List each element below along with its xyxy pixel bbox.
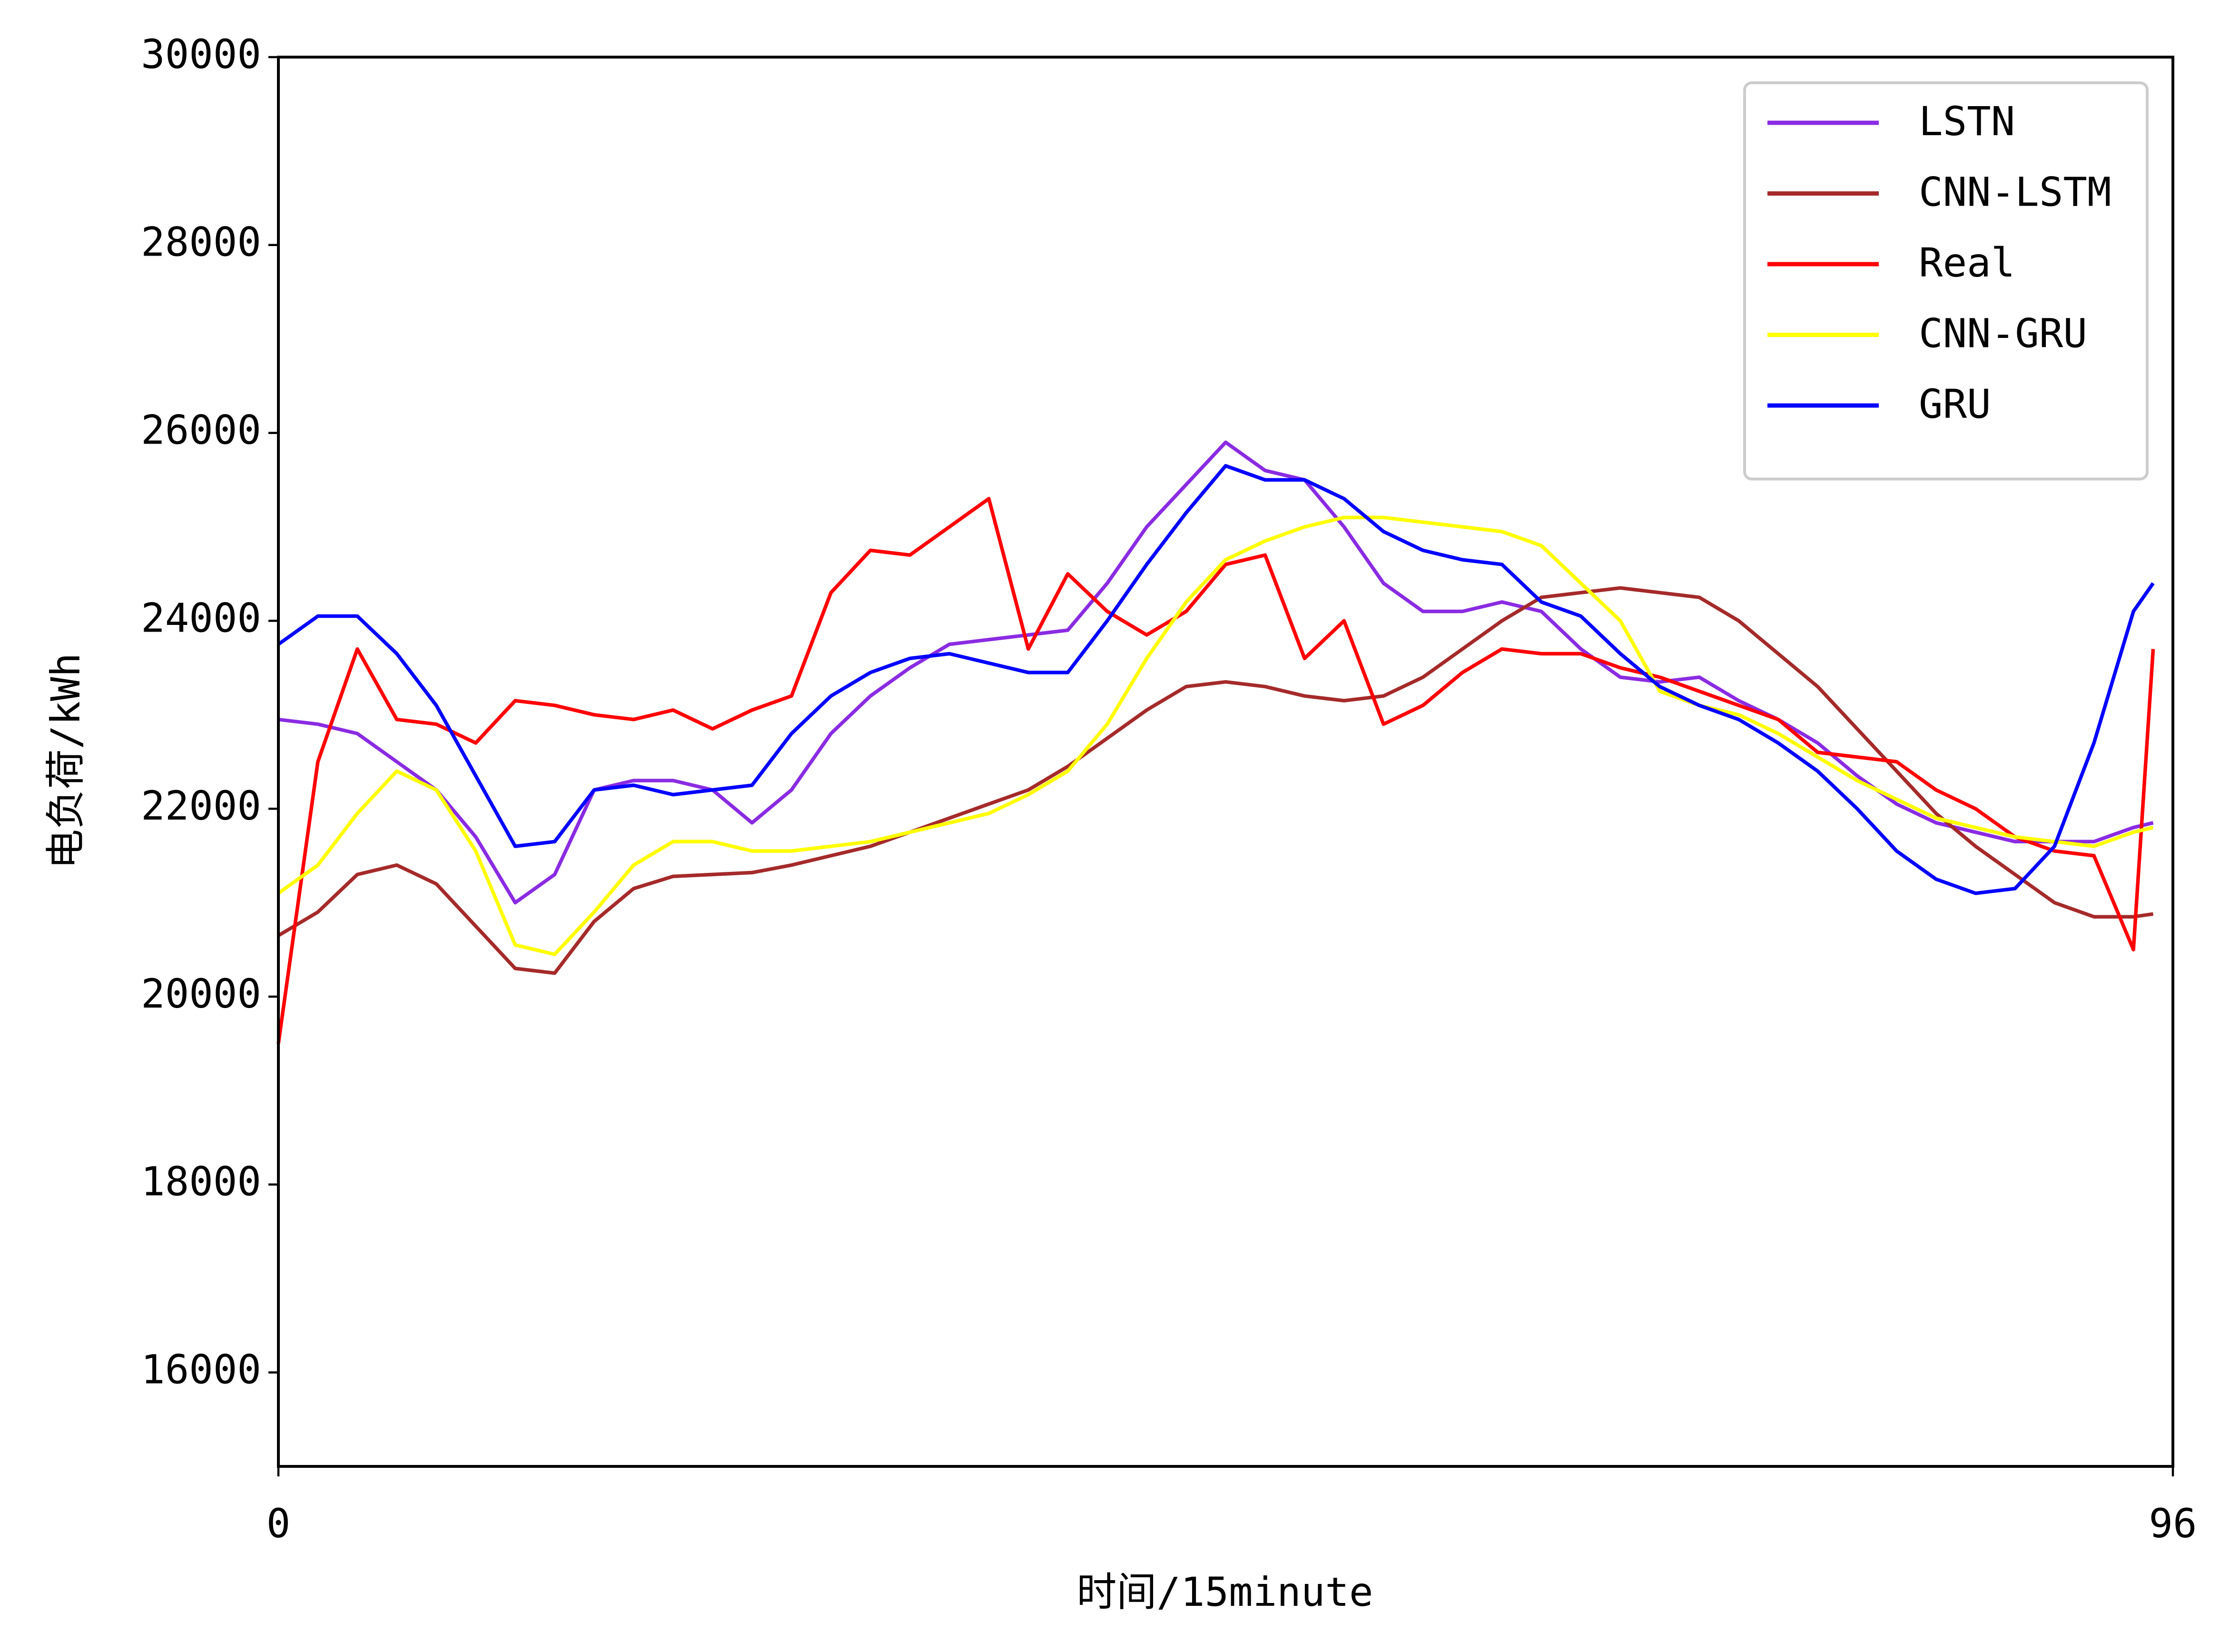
y-tick-label: 16000 — [141, 1346, 261, 1393]
y-tick-label: 26000 — [141, 407, 261, 454]
legend-label: GRU — [1919, 381, 1991, 427]
x-tick-label: 0 — [266, 1500, 291, 1547]
legend-label: CNN-LSTM — [1919, 168, 2112, 215]
y-tick-label: 24000 — [141, 594, 261, 641]
legend-label: Real — [1919, 239, 2015, 286]
x-axis-label: 时间/15minute — [1076, 1569, 1373, 1615]
y-tick-label: 18000 — [141, 1158, 261, 1205]
line-series — [277, 515, 2154, 956]
y-tick-label: 30000 — [141, 31, 261, 78]
legend-box — [1743, 81, 2149, 481]
y-axis-label: 电负荷/kWh — [42, 653, 89, 869]
legend-label: LSTN — [1919, 98, 2015, 145]
line-series — [277, 464, 2155, 895]
line-series — [277, 586, 2154, 975]
plot-frame — [277, 56, 2174, 1468]
y-tick-label: 28000 — [141, 219, 261, 266]
x-tick-label: 96 — [2149, 1500, 2197, 1547]
legend-label: CNN-GRU — [1919, 310, 2087, 356]
y-tick-label: 22000 — [141, 782, 261, 829]
line-series — [276, 497, 2155, 1044]
y-tick-label: 20000 — [141, 970, 261, 1017]
